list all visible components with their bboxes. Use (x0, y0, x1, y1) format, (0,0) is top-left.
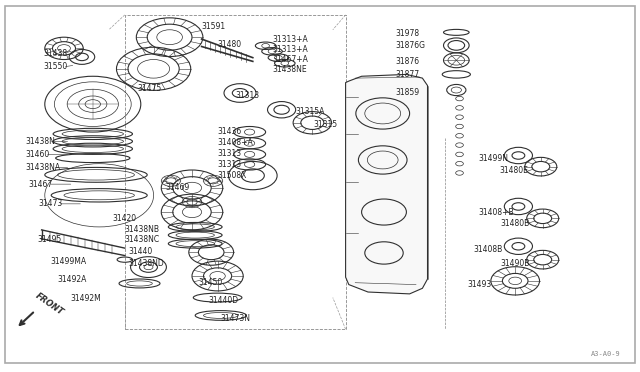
Text: 31550: 31550 (44, 62, 68, 71)
Text: 31440: 31440 (128, 247, 152, 256)
Text: 31440D: 31440D (208, 296, 238, 305)
Text: 31480B: 31480B (500, 219, 530, 228)
Text: 31480E: 31480E (499, 166, 528, 174)
Text: 31492M: 31492M (70, 294, 101, 303)
Text: 31438N: 31438N (26, 137, 56, 146)
Text: 31438NC: 31438NC (125, 235, 160, 244)
Text: 31508X: 31508X (218, 171, 247, 180)
Text: 31495: 31495 (37, 235, 61, 244)
Text: 31408+A: 31408+A (218, 138, 253, 147)
Text: 31490B: 31490B (500, 259, 530, 267)
Text: 31493: 31493 (467, 280, 492, 289)
Text: 31460: 31460 (26, 150, 50, 159)
Text: 31313: 31313 (236, 92, 260, 100)
Text: 31438NE: 31438NE (272, 65, 307, 74)
Text: 31436: 31436 (218, 127, 242, 136)
Text: 31313: 31313 (218, 160, 242, 169)
Text: 31876: 31876 (396, 57, 420, 66)
Text: 31438ND: 31438ND (128, 259, 164, 267)
Text: 31408+B: 31408+B (479, 208, 515, 217)
Text: 31876G: 31876G (396, 41, 426, 50)
Text: 31313+A: 31313+A (272, 45, 308, 54)
Text: 31877: 31877 (396, 70, 420, 79)
Text: 31438NA: 31438NA (26, 163, 61, 172)
Text: 31408B: 31408B (474, 246, 503, 254)
Text: 31473N: 31473N (221, 314, 251, 323)
Text: 31499N: 31499N (479, 154, 509, 163)
Text: 31313+A: 31313+A (272, 35, 308, 44)
Text: 31315A: 31315A (296, 107, 325, 116)
Text: 31315: 31315 (314, 120, 338, 129)
Text: 31438: 31438 (44, 49, 68, 58)
Text: 31475: 31475 (138, 84, 162, 93)
Text: 31313: 31313 (218, 149, 242, 158)
Text: 31467+A: 31467+A (272, 55, 308, 64)
Text: 31859: 31859 (396, 88, 420, 97)
Text: 31438NB: 31438NB (125, 225, 160, 234)
Text: 31420: 31420 (112, 214, 136, 223)
Polygon shape (346, 74, 428, 294)
Text: 31467: 31467 (29, 180, 53, 189)
Text: FRONT: FRONT (33, 291, 65, 317)
Text: 31480: 31480 (218, 40, 242, 49)
Text: 31591: 31591 (202, 22, 226, 31)
Text: 31450: 31450 (198, 278, 223, 287)
Text: 31473: 31473 (38, 199, 63, 208)
Text: 31978: 31978 (396, 29, 420, 38)
Text: 31492A: 31492A (58, 275, 87, 284)
Text: A3-A0-9: A3-A0-9 (591, 351, 621, 357)
Text: 31499MA: 31499MA (50, 257, 86, 266)
Text: 31469: 31469 (165, 183, 189, 192)
